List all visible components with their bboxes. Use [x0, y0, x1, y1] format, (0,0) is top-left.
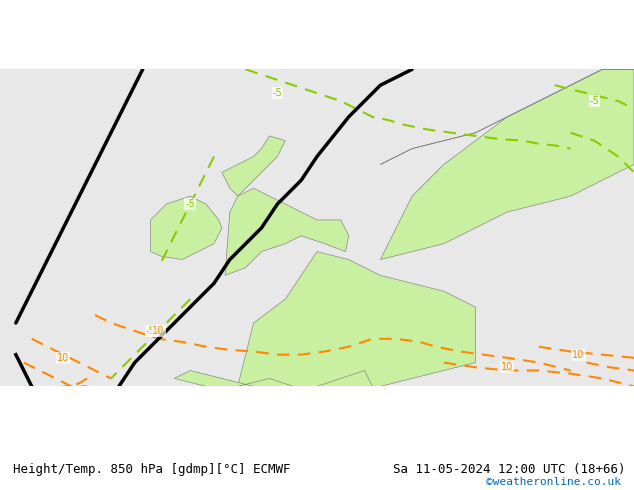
Text: 10: 10 [573, 350, 585, 360]
Polygon shape [225, 188, 349, 275]
Text: -5: -5 [590, 96, 599, 106]
Polygon shape [238, 252, 476, 386]
Text: 10: 10 [57, 353, 70, 363]
Text: Sa 11-05-2024 12:00 UTC (18+66): Sa 11-05-2024 12:00 UTC (18+66) [393, 463, 626, 476]
Text: 10: 10 [501, 362, 514, 372]
Polygon shape [222, 136, 285, 196]
Polygon shape [174, 370, 373, 386]
Text: 10: 10 [152, 326, 165, 336]
Polygon shape [150, 196, 222, 260]
Text: ©weatheronline.co.uk: ©weatheronline.co.uk [486, 477, 621, 487]
Polygon shape [380, 70, 634, 165]
Text: -5: -5 [185, 199, 195, 209]
Text: -5: -5 [146, 326, 155, 336]
Polygon shape [380, 70, 634, 260]
Text: Height/Temp. 850 hPa [gdmp][°C] ECMWF: Height/Temp. 850 hPa [gdmp][°C] ECMWF [13, 463, 290, 476]
Text: -5: -5 [273, 88, 282, 98]
